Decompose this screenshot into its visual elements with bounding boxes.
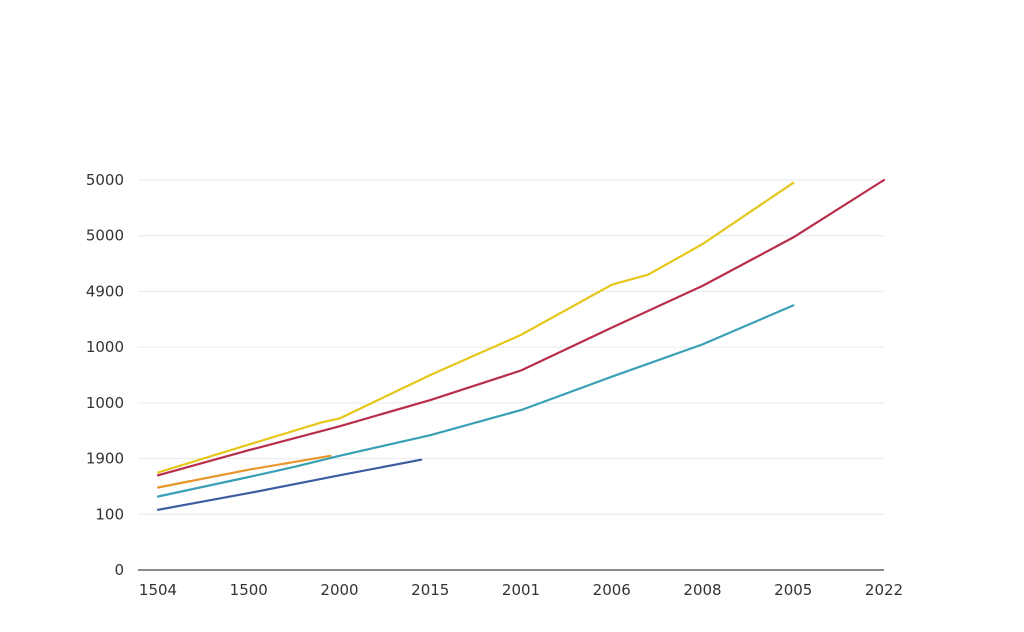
x-tick-label: 2000 <box>320 581 358 599</box>
series-3 <box>156 304 795 498</box>
series-line <box>156 181 795 474</box>
y-tick-label: 1900 <box>86 450 124 468</box>
y-tick-label: 5000 <box>86 227 124 245</box>
x-tick-label: 2008 <box>683 581 721 599</box>
series-1 <box>156 181 795 474</box>
gridlines <box>138 179 884 515</box>
series-line <box>156 458 423 511</box>
y-tick-label: 1000 <box>86 338 124 356</box>
y-tick-label: 100 <box>95 505 124 523</box>
x-tick-label: 2022 <box>865 581 903 599</box>
x-tick-label: 2015 <box>411 581 449 599</box>
y-tick-label: 1000 <box>86 394 124 412</box>
x-tick-label: 1500 <box>230 581 268 599</box>
series-4 <box>156 454 332 489</box>
y-axis-tick-labels: 0 100 1900 1000 1000 4900 5000 5000 <box>86 171 124 579</box>
series-line <box>156 304 795 498</box>
x-axis-tick-labels: 1504 1500 2000 2015 2001 2006 2008 2005 2022 <box>139 581 903 599</box>
x-tick-label: 2001 <box>502 581 540 599</box>
y-tick-label: 5000 <box>86 171 124 189</box>
series-2 <box>156 178 886 477</box>
y-tick-label: 0 <box>114 561 124 579</box>
y-tick-label: 4900 <box>86 282 124 300</box>
series-line <box>156 178 886 477</box>
x-tick-label: 2005 <box>774 581 812 599</box>
x-tick-label: 1504 <box>139 581 177 599</box>
series-layer <box>156 178 886 511</box>
series-line <box>156 454 332 489</box>
x-tick-label: 2006 <box>593 581 631 599</box>
series-5 <box>156 458 423 511</box>
